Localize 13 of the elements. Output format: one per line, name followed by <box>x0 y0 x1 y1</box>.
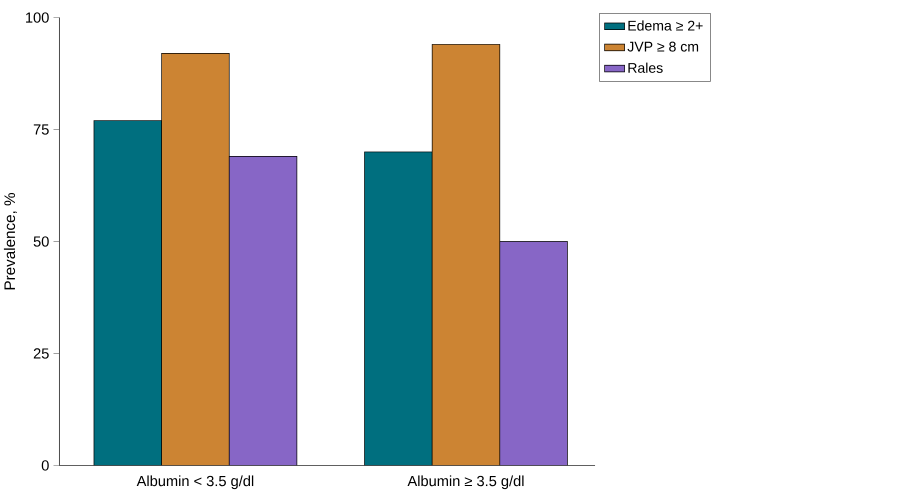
y-tick-label: 100 <box>26 12 49 23</box>
legend-label: Edema ≥ 2+ <box>628 20 703 31</box>
y-tick-label: 50 <box>34 236 49 247</box>
y-tick-label: 75 <box>34 124 49 135</box>
bar <box>229 156 297 466</box>
y-tick-label: 25 <box>34 348 49 359</box>
x-tick-label: Albumin ≥ 3.5 g/dl <box>407 475 524 490</box>
x-tick-label: Albumin < 3.5 g/dl <box>136 475 254 490</box>
legend-label: Rales <box>628 62 663 73</box>
bar <box>499 241 568 466</box>
legend-label: JVP ≥ 8 cm <box>628 42 698 52</box>
y-axis-title: Prevalence, % <box>4 192 17 290</box>
y-tick-label: 0 <box>42 460 49 471</box>
